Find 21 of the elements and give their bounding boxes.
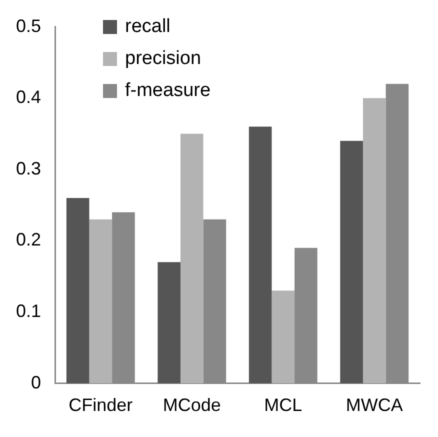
bar (340, 140, 363, 384)
bar (89, 219, 112, 384)
y-tick-label: 0.2 (16, 230, 42, 250)
y-tick-label: 0 (31, 372, 42, 392)
x-tick-label: CFinder (68, 395, 133, 416)
bar (248, 126, 272, 384)
x-tick-label: MCL (264, 395, 302, 416)
bar (180, 134, 204, 384)
bar (66, 198, 90, 384)
x-tick-label: MWCA (346, 395, 403, 416)
legend-label: precision (125, 48, 202, 70)
y-tick-label: 0.5 (16, 16, 42, 36)
bar (158, 262, 180, 384)
legend-label: recall (125, 16, 170, 38)
y-tick-label: 0.4 (16, 87, 42, 108)
y-tick-label: 0.3 (16, 158, 42, 178)
bar (272, 290, 295, 384)
y-tick-label: 0.1 (16, 301, 42, 322)
x-tick-label: MCode (162, 395, 221, 416)
bar (362, 98, 386, 384)
legend-label: f-measure (125, 80, 211, 102)
